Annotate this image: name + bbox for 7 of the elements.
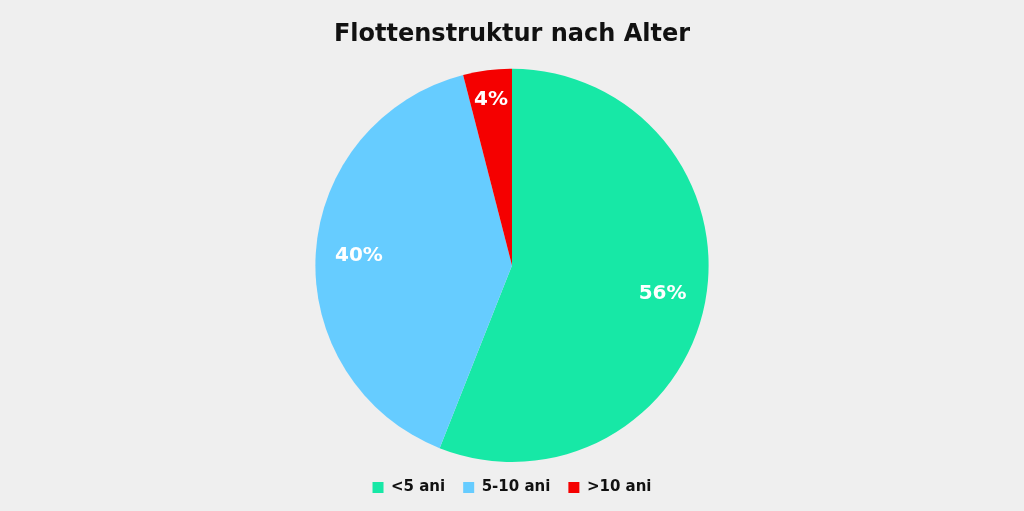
legend-label: <5 ani [391, 477, 446, 496]
legend-label: 5-10 ani [481, 477, 551, 496]
data-label: 40% [335, 241, 383, 266]
chart-title: Flottenstruktur nach Alter [333, 18, 691, 47]
data-label: 4% [474, 85, 509, 110]
data-label: 56% [638, 280, 687, 305]
legend-label: >10 ani [586, 477, 652, 496]
